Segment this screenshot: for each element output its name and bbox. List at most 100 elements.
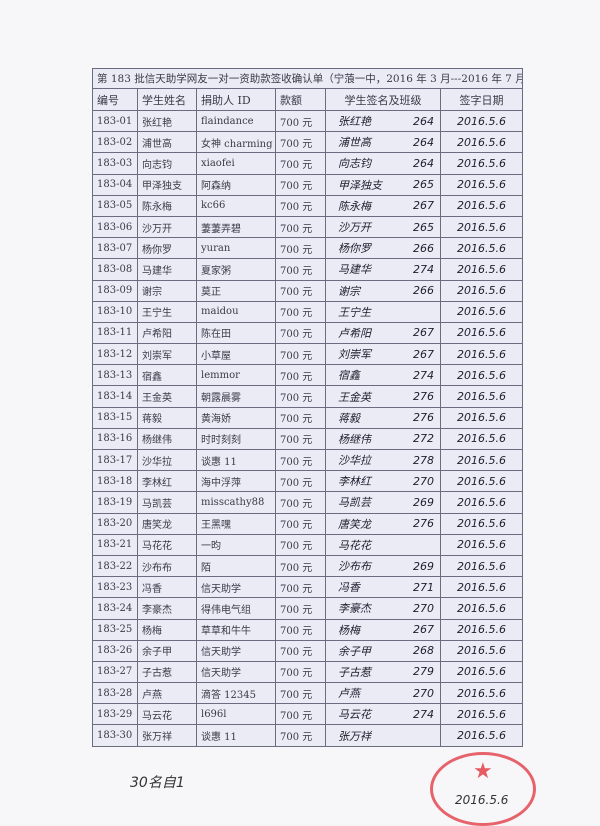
donor-id: 谈惠 11 <box>196 448 276 472</box>
table-row: 183-06 沙万开 萋萋弄碧 700 元 沙万开 265 2016.5.6 <box>92 215 524 239</box>
student-signature: 王金英 276 <box>325 385 441 408</box>
sign-date: 2016.5.6 <box>439 554 524 578</box>
amount: 700 元 <box>275 364 326 387</box>
signature-name: 杨梅 <box>338 623 360 637</box>
table-row: 183-26 余子甲 信天助学 700 元 余子甲 268 2016.5.6 <box>92 639 524 662</box>
amount: 700 元 <box>275 597 326 620</box>
row-id: 183-15 <box>92 406 138 429</box>
red-seal-stamp: ★ 2016.5.6 <box>430 752 536 826</box>
row-id: 183-06 <box>92 215 138 239</box>
signature-class: 266 <box>413 284 434 298</box>
sign-date: 2016.5.6 <box>439 215 524 239</box>
signature-name: 王金英 <box>338 390 371 404</box>
row-id: 183-05 <box>92 194 138 217</box>
row-id: 183-04 <box>92 173 138 196</box>
signature-name: 王宁生 <box>338 305 371 319</box>
sign-date: 2016.5.6 <box>439 703 524 726</box>
student-signature: 李林红 270 <box>325 470 441 493</box>
table-row: 183-16 杨继伟 时时刻刻 700 元 杨继伟 272 2016.5.6 <box>92 427 524 451</box>
row-id: 183-12 <box>92 343 138 366</box>
amount: 700 元 <box>275 703 326 726</box>
signature-class: 270 <box>413 601 434 615</box>
donor-id: 夏家粥 <box>196 258 276 281</box>
student-name: 浦世高 <box>137 131 197 154</box>
signature-class: 265 <box>413 178 434 192</box>
amount: 700 元 <box>275 554 326 578</box>
table-title: 第 183 批信天助学网友一对一资助款签收确认单（宁蒗一中，2016 年 3 月… <box>91 68 524 89</box>
sign-date: 2016.5.6 <box>439 660 524 684</box>
table-row: 183-03 向志钧 xiaofei 700 元 向志钧 264 2016.5.6 <box>92 152 524 175</box>
sign-date: 2016.5.6 <box>439 237 524 260</box>
sign-date: 2016.5.6 <box>439 385 524 408</box>
table-row: 183-28 卢燕 滴答 12345 700 元 卢燕 270 2016.5.6 <box>92 682 524 705</box>
student-name: 甲泽独支 <box>137 173 197 196</box>
student-name: 张万祥 <box>137 724 197 747</box>
amount: 700 元 <box>275 279 326 302</box>
signature-name: 杨你罗 <box>338 242 371 256</box>
student-signature: 沙华拉 278 <box>325 448 441 472</box>
sign-date: 2016.5.6 <box>439 682 524 705</box>
student-signature: 卢燕 270 <box>325 682 441 705</box>
table-row: 183-22 沙布布 陌 700 元 沙布布 269 2016.5.6 <box>92 554 524 578</box>
signature-class: 268 <box>413 644 434 658</box>
amount: 700 元 <box>275 660 326 684</box>
amount: 700 元 <box>275 194 326 217</box>
table-row: 183-09 谢宗 莫正 700 元 谢宗 266 2016.5.6 <box>92 279 524 302</box>
row-id: 183-18 <box>92 470 138 493</box>
student-name: 谢宗 <box>137 279 197 302</box>
header-id: 编号 <box>92 88 138 111</box>
donor-id: 陈在田 <box>196 321 276 345</box>
sign-date: 2016.5.6 <box>439 364 524 387</box>
signature-name: 沙布布 <box>338 560 371 574</box>
student-signature: 马凯芸 269 <box>325 491 441 514</box>
signature-name: 卢燕 <box>338 687 360 701</box>
sign-date: 2016.5.6 <box>439 427 524 451</box>
student-signature: 沙布布 269 <box>325 554 441 578</box>
signature-class: 276 <box>413 411 434 425</box>
student-name: 卢希阳 <box>137 321 197 345</box>
donor-id: 黄海娇 <box>196 406 276 429</box>
student-signature: 唐笑龙 276 <box>325 512 441 535</box>
student-name: 余子甲 <box>137 639 197 662</box>
table-row: 183-17 沙华拉 谈惠 11 700 元 沙华拉 278 2016.5.6 <box>92 448 524 472</box>
amount: 700 元 <box>275 576 326 599</box>
amount: 700 元 <box>275 237 326 260</box>
amount: 700 元 <box>275 300 326 323</box>
row-id: 183-29 <box>92 703 138 726</box>
sign-date: 2016.5.6 <box>439 512 524 535</box>
student-name: 沙万开 <box>137 215 197 239</box>
amount: 700 元 <box>275 215 326 239</box>
student-name: 沙华拉 <box>137 448 197 472</box>
row-id: 183-24 <box>92 597 138 620</box>
table-row: 183-02 浦世高 女神 charming 700 元 浦世高 264 2016… <box>92 131 524 154</box>
sign-date: 2016.5.6 <box>439 533 524 556</box>
signature-name: 卢希阳 <box>338 326 371 340</box>
student-name: 沙布布 <box>137 554 197 578</box>
signature-class: 274 <box>413 262 434 276</box>
sign-date: 2016.5.6 <box>439 576 524 599</box>
donor-id: 朝露晨雾 <box>196 385 276 408</box>
signature-name: 张红艳 <box>338 115 371 129</box>
signature-name: 子古惹 <box>338 665 371 679</box>
student-name: 杨继伟 <box>137 427 197 451</box>
amount: 700 元 <box>275 639 326 662</box>
student-name: 李林红 <box>137 470 197 493</box>
sign-date: 2016.5.6 <box>439 724 524 747</box>
amount: 700 元 <box>275 533 326 556</box>
signature-class: 267 <box>413 347 434 361</box>
signature-class: 269 <box>413 559 434 573</box>
table-row: 183-30 张万祥 谈惠 11 700 元 张万祥 2016.5.6 <box>92 724 524 747</box>
student-signature: 陈永梅 267 <box>325 194 441 217</box>
student-signature: 卢希阳 267 <box>325 321 441 345</box>
donor-id: yuran <box>196 237 276 260</box>
amount: 700 元 <box>275 448 326 472</box>
student-signature: 宿鑫 274 <box>325 364 441 387</box>
row-id: 183-28 <box>92 682 138 705</box>
signature-class: 264 <box>413 135 434 149</box>
table-row: 183-11 卢希阳 陈在田 700 元 卢希阳 267 2016.5.6 <box>92 321 524 345</box>
table-row: 183-04 甲泽独支 阿森纳 700 元 甲泽独支 265 2016.5.6 <box>92 173 524 196</box>
amount: 700 元 <box>275 618 326 641</box>
amount: 700 元 <box>275 173 326 196</box>
signature-name: 李林红 <box>338 475 371 489</box>
row-id: 183-22 <box>92 554 138 578</box>
